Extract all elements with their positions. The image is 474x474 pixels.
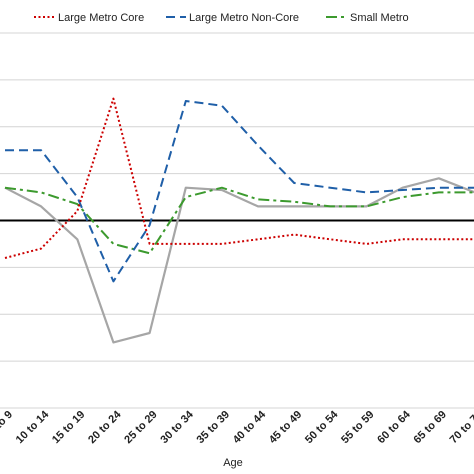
- legend-label: Large Metro Non-Core: [189, 12, 299, 24]
- x-axis-label: Age: [223, 457, 243, 469]
- legend: Large Metro Core Large Metro Non-Core Smal…: [34, 12, 409, 24]
- series-layer: [4, 97, 474, 344]
- gridlines: [0, 32, 474, 409]
- series-line-small-metro: [4, 186, 474, 255]
- series-line-unlabeled: [4, 177, 474, 344]
- series-line-large-metro-core: [4, 97, 474, 259]
- legend-label: Small Metro: [350, 12, 409, 24]
- legend-label: Large Metro Core: [58, 12, 144, 24]
